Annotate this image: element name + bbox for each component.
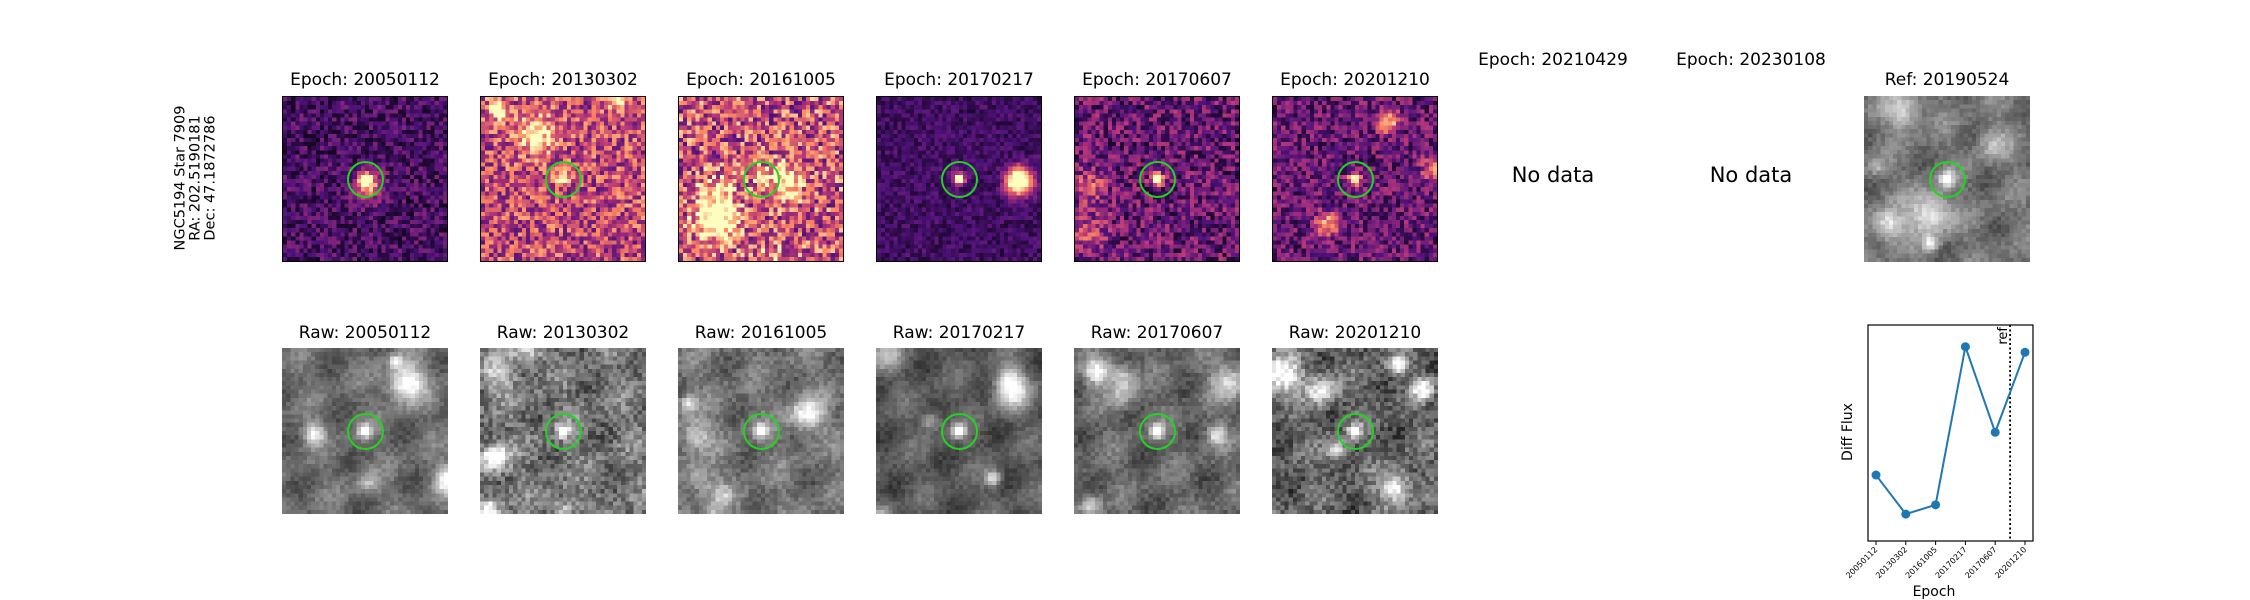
- diff-title-2: Epoch: 20130302: [488, 70, 638, 90]
- light-curve-chart: ref2005011220130302201610052017021720170…: [1840, 324, 2034, 600]
- raw-image-4: [876, 348, 1042, 514]
- data-point-6: [2020, 347, 2030, 357]
- raw-image-1: [282, 348, 448, 514]
- raw-image-2: [480, 348, 646, 514]
- ref-label: ref: [1996, 327, 2011, 345]
- target-circle: [1139, 161, 1176, 198]
- data-point-3: [1931, 500, 1941, 510]
- nodata-text-2: No data: [1709, 163, 1793, 187]
- diff-title-3: Epoch: 20161005: [686, 70, 836, 90]
- raw-image-3: [678, 348, 844, 514]
- star-dec: Dec: 47.1872786: [202, 115, 219, 241]
- data-point-5: [1990, 427, 2000, 437]
- x-tick-label-6: 20201210: [1993, 545, 2028, 580]
- diff-image-2: [480, 96, 646, 262]
- data-point-1: [1871, 470, 1881, 480]
- target-circle: [1337, 161, 1374, 198]
- diff-image-4: [876, 96, 1042, 262]
- target-circle: [347, 413, 384, 450]
- series-line: [1875, 342, 2026, 516]
- diff-title-1: Epoch: 20050112: [290, 70, 440, 90]
- diff-image-1: [282, 96, 448, 262]
- star-ra: RA: 202.5190181: [187, 115, 204, 241]
- diff-image-5: [1074, 96, 1240, 262]
- target-circle: [1139, 413, 1176, 450]
- ref-title: Ref: 20190524: [1884, 70, 2010, 90]
- diff-title-6: Epoch: 20201210: [1280, 70, 1430, 90]
- raw-image-6: [1272, 348, 1438, 514]
- nodata-title-1: Epoch: 20210429: [1478, 50, 1628, 70]
- target-circle: [1929, 161, 1966, 198]
- diff-image-3: [678, 96, 844, 262]
- target-circle: [941, 161, 978, 198]
- raw-title-1: Raw: 20050112: [298, 323, 432, 343]
- raw-title-5: Raw: 20170607: [1090, 323, 1224, 343]
- target-circle: [347, 161, 384, 198]
- raw-title-4: Raw: 20170217: [892, 323, 1026, 343]
- diff-title-5: Epoch: 20170607: [1082, 70, 1232, 90]
- data-point-4: [1960, 342, 1970, 352]
- data-point-2: [1901, 509, 1911, 519]
- nodata-text-1: No data: [1511, 163, 1595, 187]
- target-circle: [941, 413, 978, 450]
- y-axis-label: Diff Flux: [1840, 403, 1856, 461]
- target-circle: [545, 413, 582, 450]
- x-axis-label: Epoch: [1913, 584, 1956, 600]
- diff-title-4: Epoch: 20170217: [884, 70, 1034, 90]
- raw-title-6: Raw: 20201210: [1288, 323, 1422, 343]
- diff-image-6: [1272, 96, 1438, 262]
- target-circle: [545, 161, 582, 198]
- chart-marks: ref2005011220130302201610052017021720170…: [1844, 324, 2034, 580]
- star-name: NGC5194 Star 7909: [172, 105, 189, 251]
- nodata-title-2: Epoch: 20230108: [1676, 50, 1826, 70]
- target-circle: [1337, 413, 1374, 450]
- raw-title-3: Raw: 20161005: [694, 323, 828, 343]
- raw-image-5: [1074, 348, 1240, 514]
- raw-title-2: Raw: 20130302: [496, 323, 630, 343]
- target-circle: [743, 413, 780, 450]
- plot-frame: [1867, 324, 2034, 542]
- target-circle: [743, 161, 780, 198]
- reference-image: [1864, 96, 2030, 262]
